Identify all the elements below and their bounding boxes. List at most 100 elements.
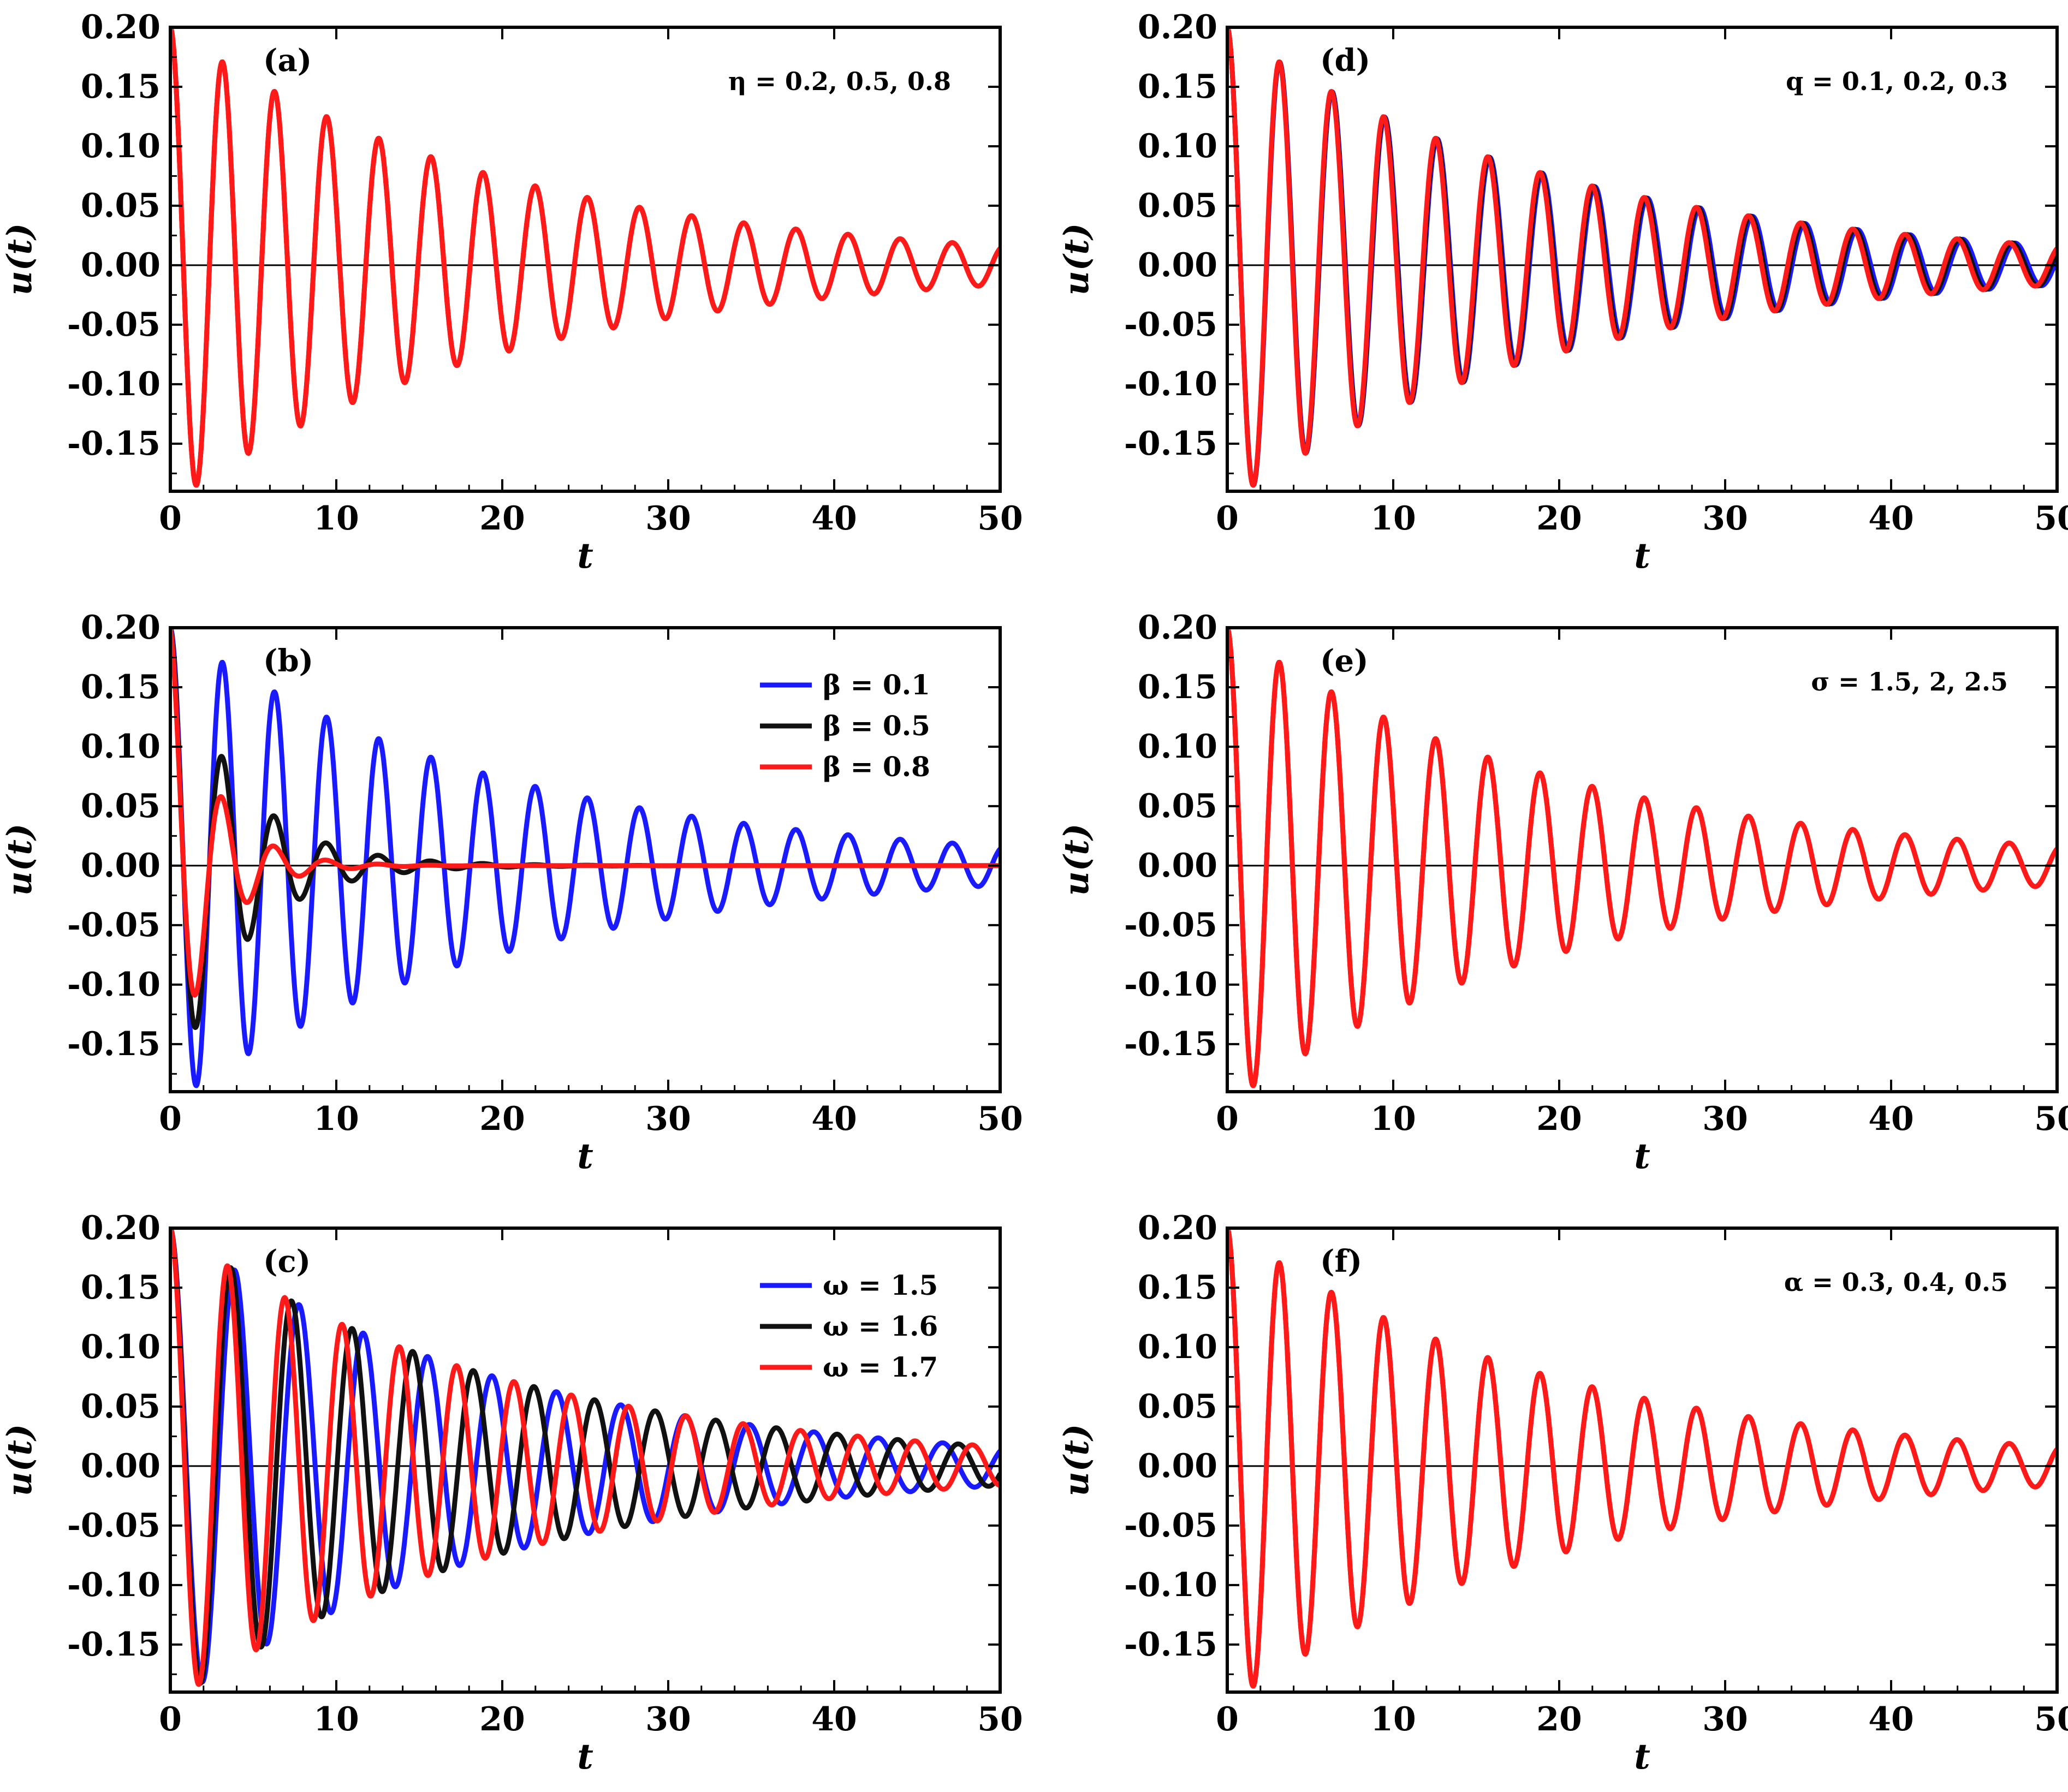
x-tick-label: 20 [1536,499,1582,538]
series-group [170,27,1000,488]
panel-c: 0.20 0.15 0.10 0.05 0.00 -0.05 -0.10 -0.15 0 10 20… [0,1209,1023,1777]
y-axis-label: u(t) [0,824,39,896]
plot-frame [169,1227,1002,1694]
y-tick-label: 0.05 [1138,787,1217,825]
x-axis-label: t [1634,1136,1650,1177]
series-group [170,1228,1000,1687]
x-tick-label: 10 [313,1700,359,1739]
series-group [1227,628,2057,1088]
y-tick-label: -0.05 [1124,1507,1217,1545]
series-line-2 [170,1228,1000,1686]
y-tick-label: 0.20 [81,609,161,647]
y-tick-label: -0.10 [1124,966,1217,1004]
y-tick-label: -0.15 [67,425,161,463]
plot-frame [1226,1227,2059,1694]
y-tick-label: -0.10 [1124,365,1217,403]
y-tick-label: 0.00 [81,847,161,885]
series-line-3 [170,628,1000,998]
y-tick-label: 0.00 [1138,246,1217,284]
x-tick-label: 30 [1702,1100,1748,1138]
x-tick-label: 10 [313,1100,359,1138]
y-tick-label: -0.05 [67,1507,161,1545]
x-tick-label: 20 [479,1700,525,1739]
x-tick-label: 30 [645,499,691,538]
y-tick-label: -0.10 [67,365,161,403]
panel-e: 0.20 0.15 0.10 0.05 0.00 -0.05 -0.10 -0.15 0 10 20… [1056,609,2068,1177]
parameter-annotation: α = 0.3, 0.4, 0.5 [1784,1267,2008,1297]
panel-label: (c) [263,1243,311,1279]
x-tick-label: 20 [1536,1100,1582,1138]
panel-f: 0.20 0.15 0.10 0.05 0.00 -0.05 -0.10 -0.15 0 10 20… [1056,1209,2068,1777]
x-tick-label: 40 [811,499,857,538]
x-tick-label: 40 [1868,499,1914,538]
x-tick-label: 0 [1216,499,1239,538]
y-tick-label: 0.15 [1138,668,1217,706]
y-tick-label: 0.20 [1138,8,1217,46]
panel-a: 0.20 0.15 0.10 0.05 0.00 -0.05 -0.10 -0.15 0 10 20… [0,8,1023,576]
y-tick-label: -0.05 [1124,306,1217,344]
x-tick-label: 10 [1370,1100,1416,1138]
y-tick-label: 0.20 [81,1209,161,1247]
legend-label: β = 0.1 [823,669,930,701]
y-tick-label: 0.20 [1138,609,1217,647]
y-tick-label: -0.05 [67,306,161,344]
x-tick-label: 10 [1370,1700,1416,1739]
legend-label: β = 0.5 [823,710,930,742]
x-tick-label: 30 [645,1700,691,1739]
y-tick-label: -0.05 [67,906,161,944]
plot-frame [169,626,1002,1093]
y-tick-label: -0.15 [67,1025,161,1063]
y-tick-label: 0.10 [1138,1328,1217,1366]
y-tick-label: 0.15 [81,668,161,706]
y-tick-label: -0.15 [67,1626,161,1664]
series-line-3 [170,27,1000,488]
x-tick-label: 40 [811,1100,857,1138]
series-line-1 [170,1228,1000,1685]
y-tick-label: -0.10 [1124,1566,1217,1604]
y-tick-label: 0.05 [81,1388,161,1426]
x-tick-label: 20 [479,499,525,538]
x-axis-label: t [1634,1736,1650,1777]
x-tick-label: 0 [159,1700,182,1739]
x-tick-label: 20 [1536,1700,1582,1739]
y-tick-label: 0.10 [1138,728,1217,766]
panel-label: (d) [1320,43,1370,79]
x-tick-label: 30 [645,1100,691,1138]
y-axis-label: u(t) [1056,824,1096,896]
parameter-annotation: q = 0.1, 0.2, 0.3 [1786,67,2008,96]
y-tick-label: 0.00 [81,1447,161,1485]
series-group [1227,1228,2057,1689]
y-tick-label: 0.10 [81,1328,161,1366]
plot-frame [1226,626,2059,1093]
panel-label: (f) [1320,1243,1362,1279]
y-tick-label: 0.20 [81,8,161,46]
y-tick-label: 0.20 [1138,1209,1217,1247]
y-tick-label: 0.15 [1138,1269,1217,1307]
panel-label: (e) [1320,643,1369,679]
y-tick-label: 0.15 [1138,68,1217,106]
x-tick-label: 50 [2034,1100,2068,1138]
panel-label: (b) [263,643,313,679]
y-tick-label: -0.05 [1124,906,1217,944]
x-tick-label: 50 [2034,1700,2068,1739]
x-tick-label: 0 [159,1100,182,1138]
series-line-3 [170,1228,1000,1687]
x-tick-label: 40 [1868,1100,1914,1138]
x-axis-label: t [577,1136,593,1177]
x-tick-label: 0 [1216,1700,1239,1739]
y-tick-label: 0.10 [1138,127,1217,165]
y-tick-label: -0.15 [1124,1626,1217,1664]
y-tick-label: 0.05 [1138,1388,1217,1426]
series-line-3 [1227,1228,2057,1689]
x-tick-label: 0 [1216,1100,1239,1138]
legend-label: ω = 1.6 [823,1310,938,1342]
y-tick-label: 0.15 [81,68,161,106]
y-tick-label: -0.10 [67,1566,161,1604]
y-tick-label: 0.05 [81,787,161,825]
x-tick-label: 50 [977,1700,1023,1739]
x-tick-label: 40 [1868,1700,1914,1739]
y-tick-label: 0.00 [81,246,161,284]
y-tick-label: -0.10 [67,966,161,1004]
